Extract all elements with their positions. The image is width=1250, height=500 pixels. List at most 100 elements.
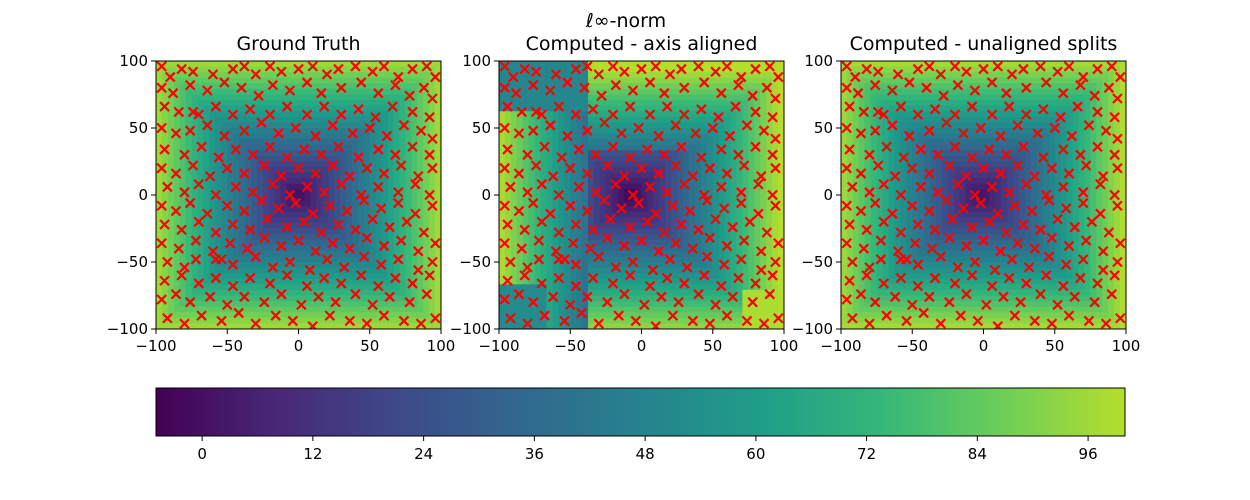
heatmap-cell xyxy=(706,172,714,179)
heatmap-cell xyxy=(363,273,371,280)
heatmap-cell xyxy=(310,144,317,151)
heatmap-cell xyxy=(748,273,755,280)
heatmap-cell xyxy=(611,273,619,280)
heatmap-cell xyxy=(528,239,536,246)
heatmap-cell xyxy=(689,267,696,274)
heatmap-cell xyxy=(209,267,216,274)
heatmap-cell xyxy=(435,144,441,151)
heatmap-cell xyxy=(748,200,755,207)
heatmap-cell xyxy=(405,144,412,151)
heatmap-cell xyxy=(405,88,412,96)
heatmap-cell xyxy=(635,111,643,118)
heatmap-cell xyxy=(534,94,542,101)
heatmap-cell xyxy=(546,273,554,280)
heatmap-cell xyxy=(641,66,649,73)
heatmap-cell xyxy=(387,228,395,235)
heatmap-cell xyxy=(594,211,601,218)
point-marker xyxy=(562,130,573,142)
heatmap-cell xyxy=(706,66,714,73)
heatmap-cell xyxy=(375,200,383,207)
heatmap-cell xyxy=(161,183,169,191)
heatmap-cell xyxy=(599,301,607,308)
heatmap-cell xyxy=(310,72,317,79)
heatmap-cell xyxy=(286,211,294,218)
heatmap-cell xyxy=(405,183,412,191)
heatmap-cell xyxy=(191,139,199,146)
point-marker xyxy=(721,168,733,179)
heatmap-cell xyxy=(245,111,252,118)
heatmap-cell xyxy=(594,245,601,252)
heatmap-cell xyxy=(570,150,577,157)
heatmap-cell xyxy=(617,161,625,168)
heatmap-cell xyxy=(712,66,720,73)
heatmap-cell xyxy=(766,250,773,258)
heatmap-cell xyxy=(346,72,353,79)
heatmap-cell xyxy=(399,273,406,280)
heatmap-cell xyxy=(546,250,554,258)
heatmap-cell xyxy=(262,172,270,179)
heatmap-cell xyxy=(191,200,199,207)
heatmap-cell xyxy=(298,139,306,146)
heatmap-cell xyxy=(772,133,779,140)
heatmap-cell xyxy=(599,77,607,84)
heatmap-cell xyxy=(683,206,690,213)
point-marker xyxy=(624,101,636,112)
heatmap-cell xyxy=(772,83,779,90)
heatmap-cell xyxy=(706,278,714,285)
heatmap-cell xyxy=(292,133,300,140)
heatmap-cell xyxy=(760,111,767,118)
heatmap-cell xyxy=(268,88,276,96)
point-marker xyxy=(156,61,167,72)
heatmap-cell xyxy=(677,289,684,297)
heatmap-cell xyxy=(179,100,187,107)
heatmap-cell xyxy=(730,217,738,224)
heatmap-cell xyxy=(594,122,601,129)
heatmap-cell xyxy=(659,155,666,163)
heatmap-cell xyxy=(387,100,395,107)
heatmap-cell xyxy=(417,139,424,146)
heatmap-cell xyxy=(528,250,536,258)
heatmap-cell xyxy=(582,116,589,124)
heatmap-cell xyxy=(499,289,506,297)
point-marker xyxy=(607,141,619,153)
heatmap-cell xyxy=(647,267,654,274)
heatmap-cell xyxy=(499,301,506,308)
point-marker xyxy=(530,106,542,118)
point-marker xyxy=(210,227,222,238)
heatmap-cell xyxy=(286,289,294,297)
heatmap-cell xyxy=(173,301,181,308)
heatmap-cell xyxy=(778,178,784,185)
heatmap-cell xyxy=(665,312,672,319)
heatmap-cell xyxy=(411,155,418,163)
heatmap-cell xyxy=(393,161,401,168)
heatmap-cell xyxy=(280,178,288,185)
heatmap-cell xyxy=(564,301,571,308)
heatmap-cell xyxy=(161,72,169,79)
heatmap-cell xyxy=(683,77,690,84)
heatmap-cell xyxy=(435,94,441,101)
heatmap-cell xyxy=(754,273,761,280)
heatmap-cell xyxy=(351,278,359,285)
heatmap-cell xyxy=(599,155,607,163)
point-marker xyxy=(281,221,293,233)
heatmap-cell xyxy=(611,172,619,179)
point-marker xyxy=(761,82,773,94)
heatmap-cell xyxy=(499,133,506,140)
heatmap-cell xyxy=(173,256,181,263)
heatmap-cell xyxy=(161,228,169,235)
point-marker xyxy=(596,90,607,102)
heatmap-cell xyxy=(173,116,181,124)
heatmap-cell xyxy=(399,211,406,218)
heatmap-cell xyxy=(256,200,264,207)
y-tick-label: 0 xyxy=(138,186,148,204)
heatmap-cell xyxy=(617,211,625,218)
heatmap-cell xyxy=(594,161,601,168)
heatmap-cell xyxy=(227,94,234,101)
heatmap-cell xyxy=(522,83,530,90)
heatmap-cell xyxy=(387,167,395,174)
heatmap-cell xyxy=(298,262,306,269)
heatmap-cell xyxy=(677,167,684,174)
heatmap-cell xyxy=(334,206,341,213)
heatmap-cell xyxy=(694,256,702,263)
heatmap-cell xyxy=(504,211,512,218)
